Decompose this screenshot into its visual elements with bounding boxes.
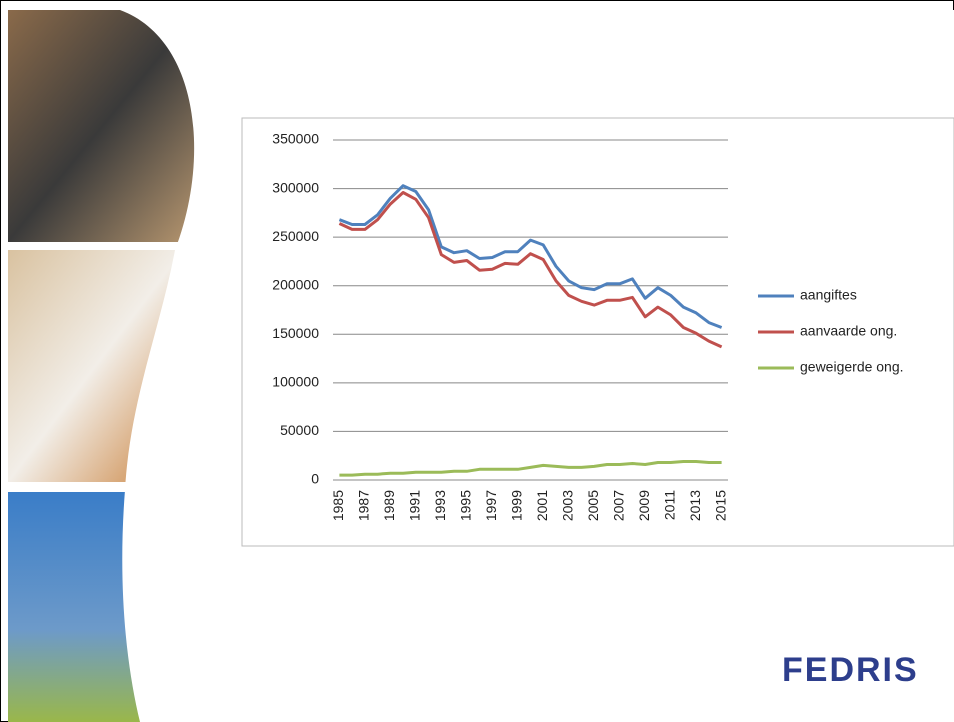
logo: FEDRIS: [782, 651, 919, 689]
x-tick-label: 2001: [534, 490, 550, 521]
x-tick-label: 2013: [687, 490, 703, 521]
x-tick-label: 2003: [559, 490, 575, 521]
y-tick-label: 300000: [272, 179, 319, 195]
legend-label: aangiftes: [800, 287, 857, 303]
y-tick-label: 350000: [272, 131, 319, 147]
x-tick-label: 1985: [330, 490, 346, 521]
photo: [8, 10, 198, 242]
series-line: [338, 184, 723, 329]
legend-label: aanvaarde ong.: [800, 323, 897, 339]
x-tick-label: 1997: [483, 490, 499, 521]
series-line: [339, 460, 722, 477]
y-tick-label: 150000: [272, 325, 319, 341]
series-line: [338, 191, 723, 349]
y-tick-label: 100000: [272, 374, 319, 390]
x-tick-label: 1995: [457, 490, 473, 521]
x-tick-label: 2015: [712, 490, 728, 521]
legend-label: geweigerde ong.: [800, 359, 904, 375]
x-tick-label: 1993: [432, 490, 448, 521]
x-tick-label: 1987: [356, 490, 372, 521]
y-tick-label: 200000: [272, 276, 319, 292]
x-tick-label: 2005: [585, 490, 601, 521]
y-tick-label: 250000: [272, 228, 319, 244]
x-tick-label: 2011: [661, 490, 677, 520]
x-tick-label: 1991: [407, 490, 423, 521]
x-tick-label: 2007: [610, 490, 626, 521]
y-tick-label: 50000: [280, 422, 319, 438]
y-tick-label: 0: [311, 471, 319, 487]
x-tick-label: 1989: [381, 490, 397, 521]
x-tick-label: 1999: [508, 490, 524, 521]
x-tick-label: 2009: [636, 490, 652, 521]
